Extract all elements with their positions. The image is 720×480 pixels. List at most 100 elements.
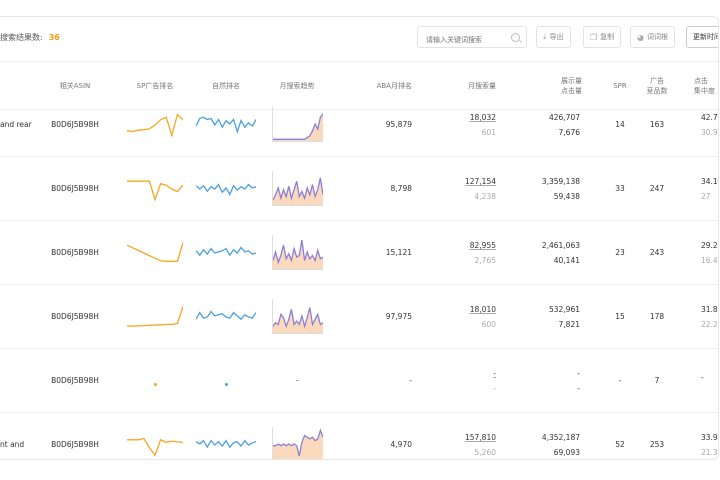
keyword-name xyxy=(0,349,40,412)
sparkline-path xyxy=(127,180,183,201)
monthly-search-value[interactable]: 157,810 xyxy=(464,432,496,442)
impressions-value: 2,461,063 xyxy=(541,240,580,250)
col-aba-rank[interactable]: ABA月排名 xyxy=(376,81,412,90)
aba-rank: 4,970 xyxy=(390,440,412,449)
copy-icon: ❐ xyxy=(590,32,598,42)
natural-rank-chart xyxy=(195,93,257,156)
col-impressions-clicks[interactable]: 展示量 点击量 xyxy=(530,62,582,109)
daily-search-value: 600 xyxy=(481,319,496,329)
result-count: 搜索结果数: 36 xyxy=(0,32,60,43)
download-icon: ⤓ xyxy=(543,32,547,41)
impressions-clicks: 2,461,063 40,141 xyxy=(520,221,580,284)
aba-rank: 97,975 xyxy=(385,312,412,321)
sp-rank-chart xyxy=(125,285,185,348)
empty-dash xyxy=(295,380,299,381)
col-asin[interactable]: 相关ASIN xyxy=(59,81,91,90)
update-time-button[interactable]: 更新时间 xyxy=(686,26,719,48)
search-icon[interactable] xyxy=(511,33,520,42)
daily-search-value: 4,238 xyxy=(474,191,496,201)
monthly-search-value[interactable]: - xyxy=(493,368,496,378)
monthly-trend-chart xyxy=(270,221,324,284)
sparkline-path xyxy=(196,438,256,449)
col-sp-rank[interactable]: SP广告排名 xyxy=(136,81,174,90)
col-monthly-trend[interactable]: 月搜索趋势 xyxy=(279,81,315,90)
clicks-value: 59,438 xyxy=(553,191,580,201)
related-asin[interactable]: B0D6J5B98H xyxy=(51,376,99,385)
monthly-search: 82,955 2,765 xyxy=(440,221,496,284)
toolbar: 搜索结果数: 36 ⤓ 导出 ❐ 复制 ◕ 词词根 更新时间 xyxy=(0,17,718,61)
sparkline-path xyxy=(127,305,183,327)
monthly-search: 157,810 5,260 xyxy=(440,413,496,459)
table-row[interactable]: B0D6J5B98H 15,121 82,955 2,765 2,461,063 40,1… xyxy=(0,221,718,285)
ad-products-value: 7 xyxy=(654,376,660,385)
monthly-search-value[interactable]: 18,032 xyxy=(469,112,496,122)
click-share: - xyxy=(701,349,718,412)
click-share-top: 42.7 xyxy=(701,112,718,122)
clicks-value: 69,093 xyxy=(553,447,580,457)
click-share-top: - xyxy=(701,373,704,382)
table-row[interactable]: nt and B0D6J5B98H 4,970 157,810 5,260 4,352,1… xyxy=(0,413,718,459)
natural-rank-chart xyxy=(195,349,257,412)
click-share: 29.2 16.4 xyxy=(701,221,718,284)
related-asin[interactable]: B0D6J5B98H xyxy=(51,312,99,321)
col-impressions-label: 展示量 xyxy=(561,76,582,85)
click-share-bottom: 30.9 xyxy=(701,127,718,137)
monthly-trend-chart xyxy=(270,93,324,156)
col-spr[interactable]: SPR xyxy=(613,81,627,90)
monthly-search-stack: 157,810 5,260 xyxy=(465,433,496,457)
daily-search-value: - xyxy=(493,383,496,393)
sparkline-path xyxy=(196,116,256,134)
keyword-root-button[interactable]: ◕ 词词根 xyxy=(630,26,675,48)
related-asin[interactable]: B0D6J5B98H xyxy=(51,440,99,449)
col-ad-products[interactable]: 广告 竞品数 xyxy=(640,62,674,109)
sparkline-path xyxy=(272,113,323,140)
trend-area xyxy=(272,240,323,269)
spr-value: 52 xyxy=(615,440,625,449)
update-time-label: 更新时间 xyxy=(693,33,719,41)
sparkline-path xyxy=(272,177,323,201)
sparkline-path xyxy=(127,112,183,138)
daily-search-value: 601 xyxy=(481,127,496,137)
export-button[interactable]: ⤓ 导出 xyxy=(536,26,571,48)
table-row[interactable]: B0D6J5B98H - - - - - -7- xyxy=(0,349,718,413)
col-monthly-search[interactable]: 月搜索量 xyxy=(468,81,496,90)
clicks-value: 7,676 xyxy=(558,127,580,137)
search-input[interactable] xyxy=(424,30,514,50)
table-row[interactable]: B0D6J5B98H 8,798 127,154 4,238 3,359,138 59,4… xyxy=(0,157,718,221)
table-row[interactable]: B0D6J5B98H 97,975 18,010 600 532,961 7,821 15 1… xyxy=(0,285,718,349)
monthly-search-stack: -- xyxy=(493,369,496,393)
col-products-label: 竞品数 xyxy=(646,86,668,95)
empty-dot xyxy=(224,383,228,386)
col-natural-rank[interactable]: 自然排名 xyxy=(212,81,240,90)
clicks-value: - xyxy=(577,383,580,393)
trend-area xyxy=(272,113,323,141)
monthly-search-value[interactable]: 18,010 xyxy=(469,304,496,314)
sparkline-path xyxy=(127,437,183,457)
click-share-stack: 42.7 30.9 xyxy=(701,113,718,137)
related-asin[interactable]: B0D6J5B98H xyxy=(51,120,99,129)
export-button-label: 导出 xyxy=(549,33,564,41)
copy-button[interactable]: ❐ 复制 xyxy=(583,26,622,48)
related-asin[interactable]: B0D6J5B98H xyxy=(51,248,99,257)
impressions-value: 3,359,138 xyxy=(541,176,580,186)
table-row[interactable]: and rear B0D6J5B98H 95,879 18,032 601 426,707… xyxy=(0,93,718,157)
click-share-stack: 31.8 22.2 xyxy=(701,305,718,329)
col-click-share[interactable]: 点击 集中度 xyxy=(694,62,718,109)
click-share: 31.8 22.2 xyxy=(701,285,718,348)
keyword-table-panel: 搜索结果数: 36 ⤓ 导出 ❐ 复制 ◕ 词词根 更新时间 相关ASIN SP广… xyxy=(0,16,719,460)
monthly-search-value[interactable]: 82,955 xyxy=(469,240,496,250)
monthly-search-value[interactable]: 127,154 xyxy=(464,176,496,186)
keyword-name xyxy=(0,221,40,284)
monthly-search-stack: 82,955 2,765 xyxy=(470,241,496,265)
impressions-stack: 426,707 7,676 xyxy=(549,113,580,137)
natural-rank-chart xyxy=(195,413,257,459)
click-share-stack: 33.9 21.3 xyxy=(701,433,718,457)
ad-products-value: 253 xyxy=(649,440,665,449)
related-asin[interactable]: B0D6J5B98H xyxy=(51,184,99,193)
col-share-label: 集中度 xyxy=(694,86,715,95)
sp-rank-chart xyxy=(125,221,185,284)
click-share-top: 31.8 xyxy=(701,304,718,314)
search-box[interactable] xyxy=(417,26,527,50)
aba-rank: 95,879 xyxy=(385,120,412,129)
monthly-search-stack: 18,010 600 xyxy=(470,305,496,329)
